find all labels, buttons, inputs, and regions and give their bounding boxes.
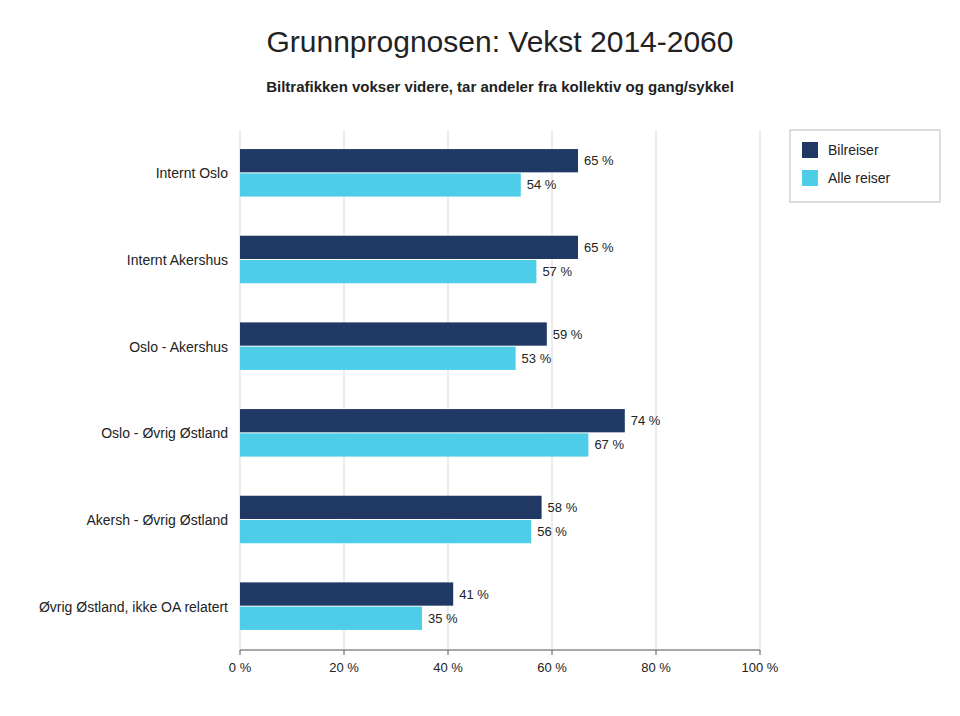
category-label: Internt Oslo	[156, 165, 229, 181]
grid-line	[760, 130, 761, 650]
data-label: 53 %	[522, 351, 552, 366]
grid-line	[344, 130, 345, 650]
tick-label: 0 %	[229, 660, 252, 675]
grid-line	[448, 130, 449, 650]
bars	[240, 149, 625, 630]
title: Grunnprognosen: Vekst 2014-2060	[266, 25, 733, 58]
x-axis: 0 % 20 % 40 % 60 % 80 % 100 %	[229, 650, 779, 675]
bar	[240, 433, 588, 456]
category-label: Øvrig Østland, ikke OA relatert	[39, 599, 228, 615]
data-label: 59 %	[553, 327, 583, 342]
grid-line	[552, 130, 553, 650]
tick-label: 20 %	[329, 660, 359, 675]
category-label: Oslo - Akershus	[129, 339, 228, 355]
bar	[240, 520, 531, 543]
legend-label: Bilreiser	[828, 142, 879, 158]
bar	[240, 496, 542, 519]
data-label: 65 %	[584, 153, 614, 168]
data-label: 54 %	[527, 177, 557, 192]
tick-mark	[344, 650, 345, 655]
grid	[240, 130, 760, 650]
legend: Bilreiser Alle reiser	[790, 130, 940, 202]
bar	[240, 149, 578, 172]
data-label: 57 %	[542, 264, 572, 279]
legend-swatch	[802, 142, 818, 158]
bar	[240, 173, 521, 196]
legend-label: Alle reiser	[828, 170, 891, 186]
tick-label: 100 %	[742, 660, 779, 675]
data-label: 56 %	[537, 524, 567, 539]
bar	[240, 409, 625, 432]
legend-swatch	[802, 170, 818, 186]
data-label: 41 %	[459, 587, 489, 602]
tick-label: 40 %	[433, 660, 463, 675]
bar	[240, 322, 547, 345]
tick-mark	[552, 650, 553, 655]
category-label: Internt Akershus	[127, 252, 228, 268]
tick-label: 80 %	[641, 660, 671, 675]
data-label: 65 %	[584, 240, 614, 255]
grid-line	[240, 130, 241, 650]
bar	[240, 582, 453, 605]
legend-frame	[790, 130, 940, 202]
tick-mark	[240, 650, 241, 655]
category-label: Oslo - Øvrig Østland	[101, 425, 228, 441]
data-label: 35 %	[428, 611, 458, 626]
category-label: Akersh - Øvrig Østland	[86, 512, 228, 528]
bar	[240, 347, 516, 370]
chart: Grunnprognosen: Vekst 2014-2060 Biltrafik…	[0, 0, 960, 716]
data-label: 58 %	[548, 500, 578, 515]
bar	[240, 607, 422, 630]
data-label: 67 %	[594, 437, 624, 452]
grid-line	[656, 130, 657, 650]
axis-line	[240, 650, 760, 651]
subtitle: Biltrafikken vokser videre, tar andeler …	[266, 78, 734, 95]
y-axis: Internt Oslo Internt Akershus Oslo - Akers…	[39, 165, 228, 614]
bar	[240, 260, 536, 283]
data-labels: 65 % 54 % 65 % 57 % 59 %53 % 74 % 67 % 58 % 56 %…	[428, 153, 661, 626]
tick-mark	[448, 650, 449, 655]
tick-mark	[760, 650, 761, 655]
tick-label: 60 %	[537, 660, 567, 675]
tick-mark	[656, 650, 657, 655]
data-label: 74 %	[631, 413, 661, 428]
bar	[240, 236, 578, 259]
